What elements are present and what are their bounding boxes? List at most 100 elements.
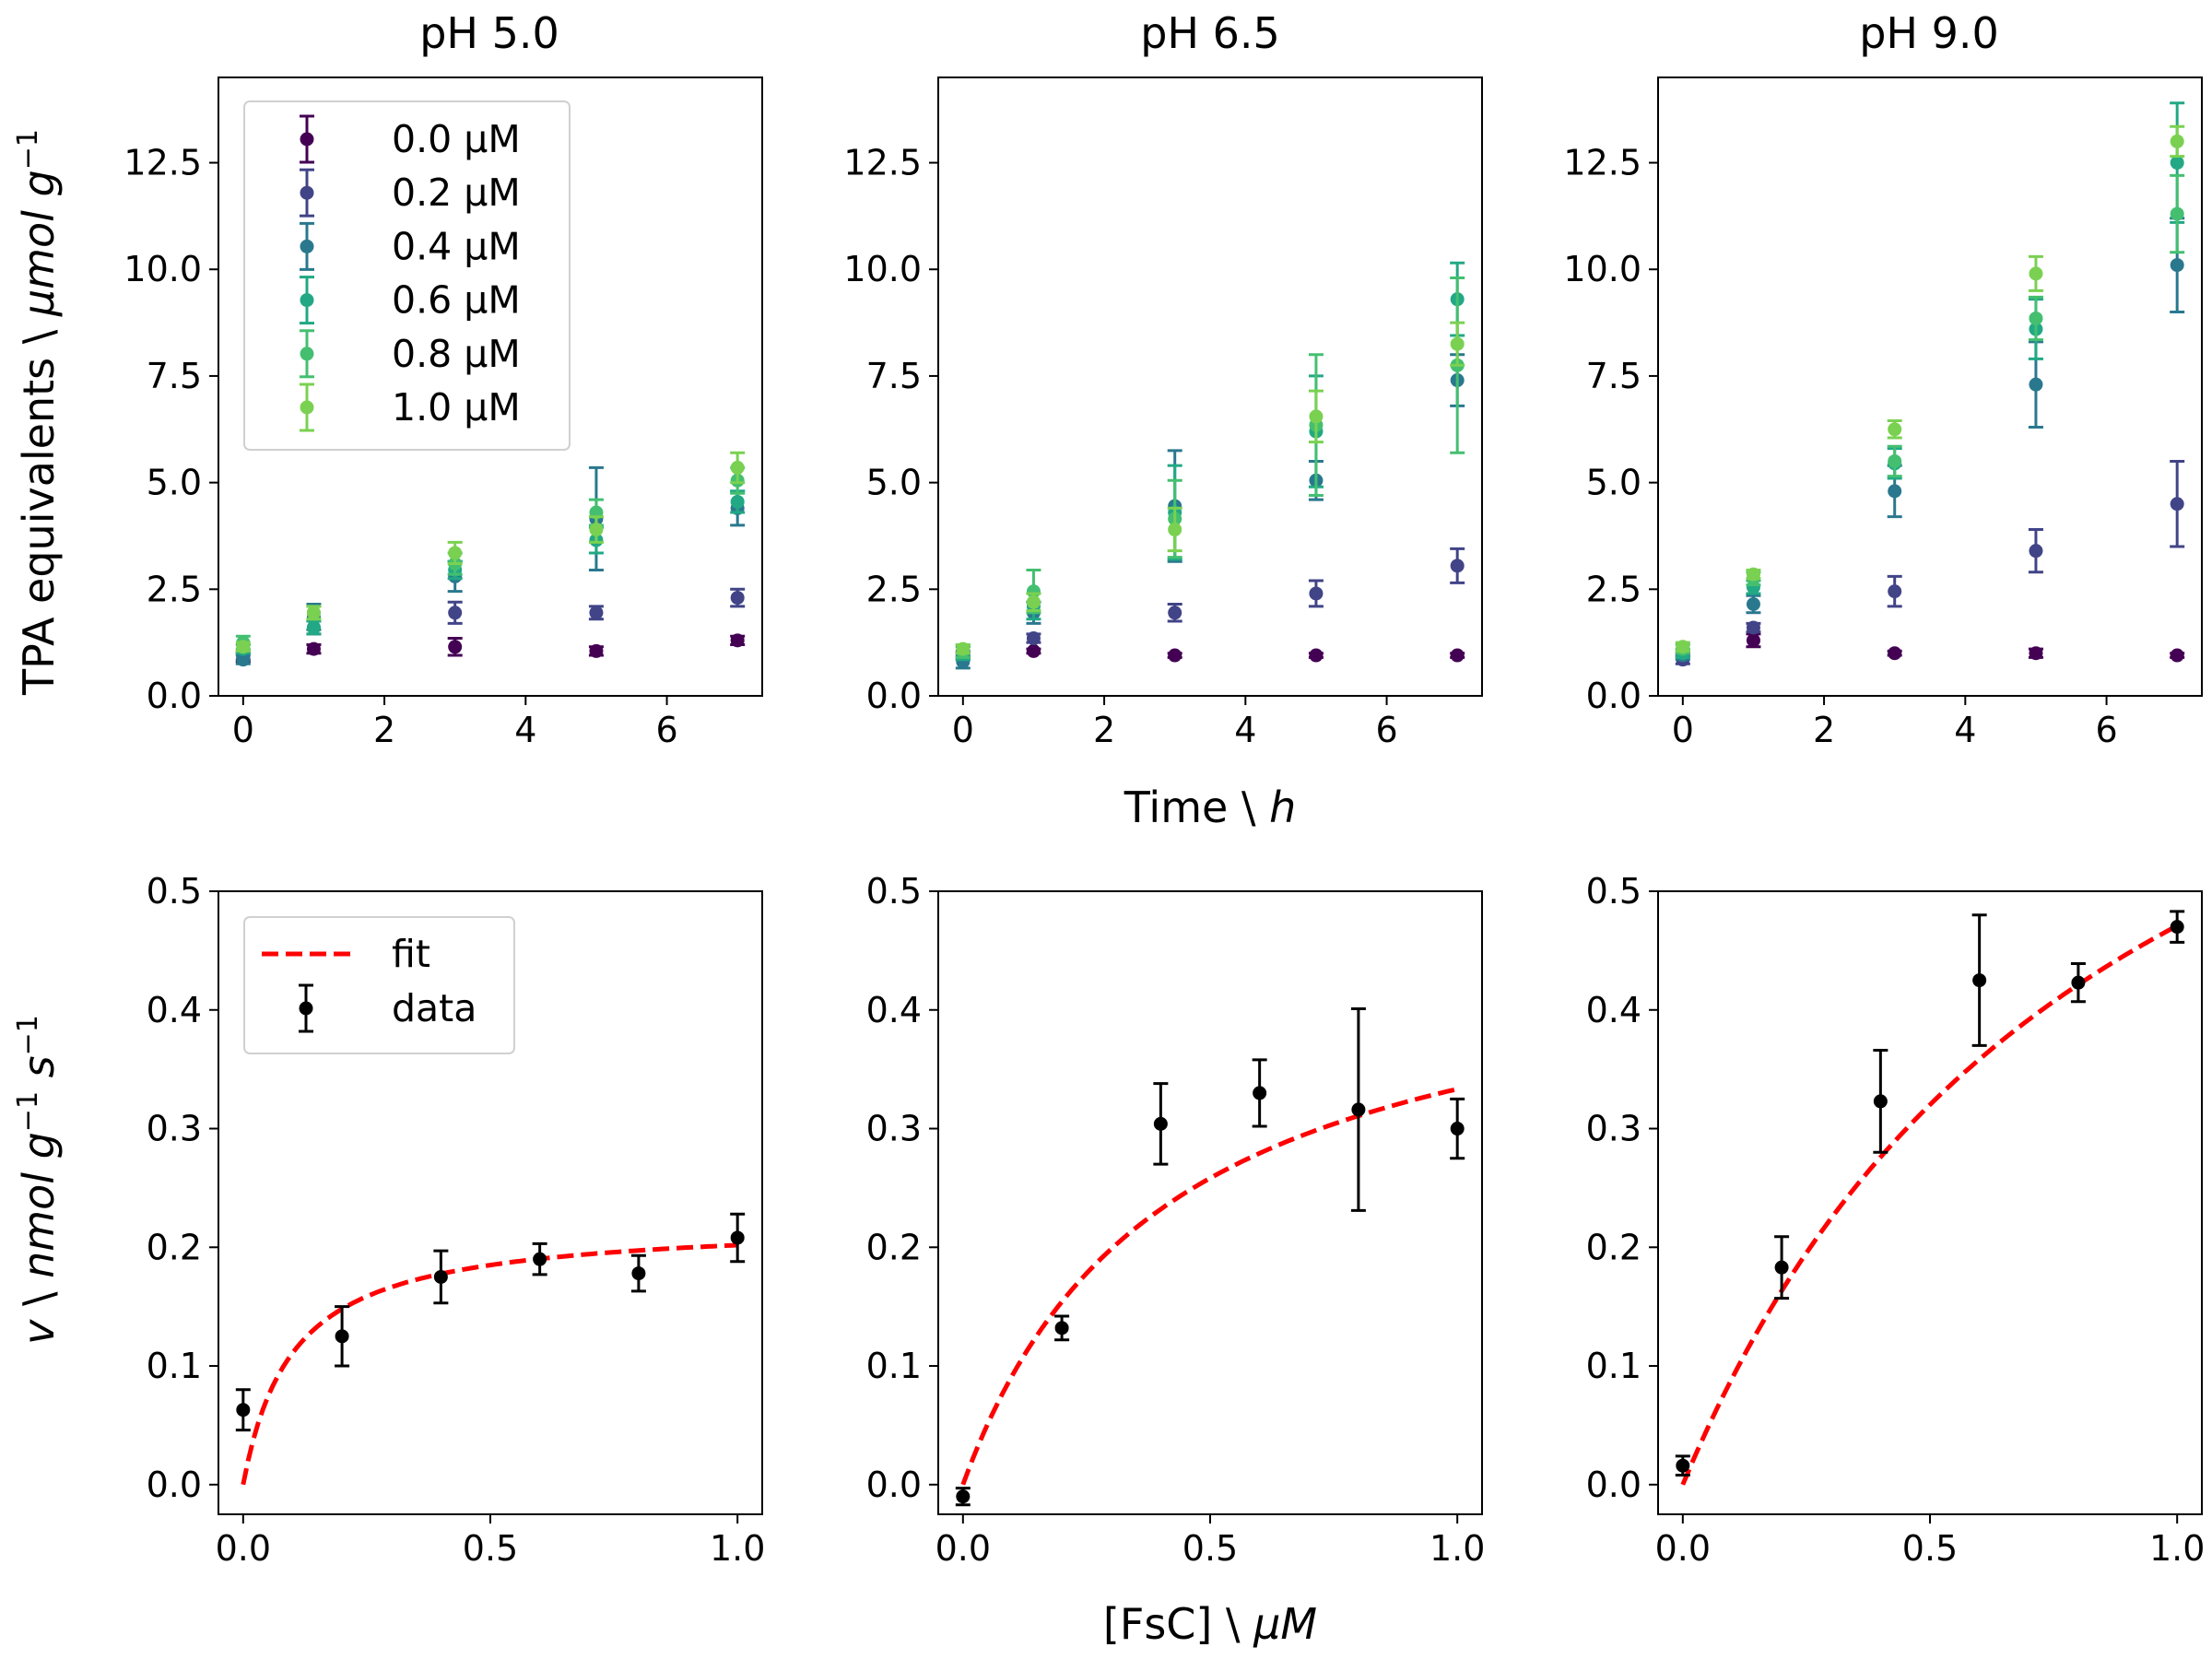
legend-label: 1.0 µM [392, 385, 521, 429]
x-tick-label: 6 [655, 710, 677, 750]
legend-label: 0.6 µM [392, 278, 521, 323]
data-point [236, 1403, 251, 1418]
data-point [589, 606, 604, 620]
y-tick-label: 0.5 [147, 871, 202, 912]
y-tick-label: 0.0 [147, 1465, 202, 1505]
data-point [306, 620, 321, 635]
panel-3: 0 2 4 6 0.0 2.5 5.0 7.5 10.0 12.5 [1563, 76, 2203, 750]
panel-5: 0.0 0.5 1.0 0.0 0.1 0.2 0.3 0.4 0.5 [866, 871, 1486, 1569]
series-0-0M [235, 633, 746, 665]
data-point [1873, 1094, 1888, 1109]
x-tick-label: 6 [1375, 710, 1397, 750]
axes-frame [937, 76, 1483, 697]
y-tick-label: 2.5 [1586, 569, 1641, 609]
legend-label: 0.8 µM [392, 332, 521, 376]
data-point [1168, 606, 1182, 620]
data-point [1026, 631, 1041, 646]
data-point [589, 523, 604, 537]
legend-label: 0.2 µM [392, 171, 521, 215]
data-point [1746, 620, 1760, 635]
data-point [631, 1266, 646, 1281]
series-0-2M [1675, 459, 2185, 667]
data-point [956, 641, 971, 656]
bottom-x-axis-label: [FsC] \ µM [1103, 1599, 1317, 1649]
series-0-4M [1675, 217, 2185, 663]
legend-label: fit [392, 932, 430, 976]
y-tick-label: 0.5 [1586, 871, 1641, 912]
y-tick-label: 0.1 [1586, 1346, 1641, 1386]
series-0-6M [235, 489, 746, 656]
x-tick-label: 0 [1672, 710, 1694, 750]
legend: 0.0 µM 0.2 µM 0.4 µM 0.6 µM 0.8 µM 1.0 µM [243, 100, 571, 451]
data-point [1450, 1122, 1465, 1136]
legend-marker [299, 1001, 313, 1016]
data-point [2170, 206, 2184, 221]
data-point [589, 643, 604, 658]
data-point [1746, 597, 1760, 612]
series-1-0M [235, 451, 746, 654]
panel-4: 0.0 0.5 1.0 0.0 0.1 0.2 0.3 0.4 0.5 fit data [147, 871, 766, 1569]
legend-marker [300, 400, 314, 415]
x-tick-label: 2 [1813, 710, 1835, 750]
data-point [1309, 648, 1324, 663]
legend-label: 0.0 µM [392, 117, 521, 161]
y-tick-label: 10.0 [843, 249, 922, 289]
data-point [1972, 973, 1987, 988]
y-tick-label: 0.0 [866, 676, 922, 716]
y-tick-label: 0.3 [147, 1109, 202, 1149]
x-tick-label: 1.0 [1430, 1528, 1485, 1569]
x-tick-label: 0 [232, 710, 254, 750]
legend-marker [300, 132, 314, 147]
data-point [2029, 266, 2043, 281]
y-tick-label: 5.0 [1586, 463, 1641, 503]
data-point [1309, 586, 1324, 601]
legend-marker [300, 293, 314, 308]
y-tick-label: 0.1 [147, 1346, 202, 1386]
legend-marker [300, 347, 314, 361]
data-point [236, 640, 251, 654]
data-point [448, 546, 463, 560]
y-tick-label: 0.1 [866, 1346, 922, 1386]
x-tick-label: 0.0 [935, 1528, 991, 1569]
data-point [1309, 409, 1324, 424]
data-point [730, 460, 745, 475]
y-tick-label: 7.5 [866, 356, 922, 396]
y-tick-label: 5.0 [147, 463, 202, 503]
data-point [533, 1252, 547, 1266]
data-point [730, 633, 745, 648]
data-point [1153, 1116, 1168, 1131]
x-tick-label: 6 [2095, 710, 2117, 750]
x-tick-label: 0.5 [463, 1528, 518, 1569]
fit-curve [960, 1087, 1458, 1486]
data-point [448, 606, 463, 620]
y-tick-label: 0.4 [147, 990, 202, 1030]
data-point [2071, 975, 2086, 990]
data-point [1450, 559, 1465, 573]
y-tick-label: 0.0 [147, 676, 202, 716]
data-point [2170, 156, 2184, 171]
panel-1: 0 2 4 6 0.0 2.5 5.0 7.5 10.0 12.5 0.0 µM 0.2 µM 0.4 … [124, 76, 763, 750]
data-point [2029, 646, 2043, 661]
data-point [1676, 640, 1690, 654]
bottom-y-axis-label: v \ nmol g−1 s−1 [12, 1015, 64, 1345]
data-point [1450, 336, 1465, 351]
panel-title-ph50: pH 5.0 [419, 8, 559, 58]
series-0-0M [955, 643, 1465, 663]
panel-title-ph90: pH 9.0 [1859, 8, 1999, 58]
x-tick-label: 1.0 [710, 1528, 765, 1569]
data-point [236, 653, 251, 667]
x-tick-label: 0.5 [1902, 1528, 1958, 1569]
legend-label: data [392, 986, 477, 1030]
x-tick-label: 4 [1234, 710, 1256, 750]
series-0-8M [1675, 173, 2185, 656]
data-point [1026, 643, 1041, 658]
data-point [956, 1489, 971, 1504]
axes-frame [218, 76, 763, 697]
y-tick-label: 2.5 [147, 569, 202, 609]
y-tick-label: 0.0 [1586, 1465, 1641, 1505]
axes-frame [1657, 76, 2203, 697]
top-y-axis-label: TPA equivalents \ µmol g−1 [12, 129, 64, 696]
data-point [306, 641, 321, 656]
panels-group: 0 2 4 6 0.0 2.5 5.0 7.5 10.0 12.5 0.0 µM 0.2 µM 0.4 … [124, 76, 2205, 1569]
